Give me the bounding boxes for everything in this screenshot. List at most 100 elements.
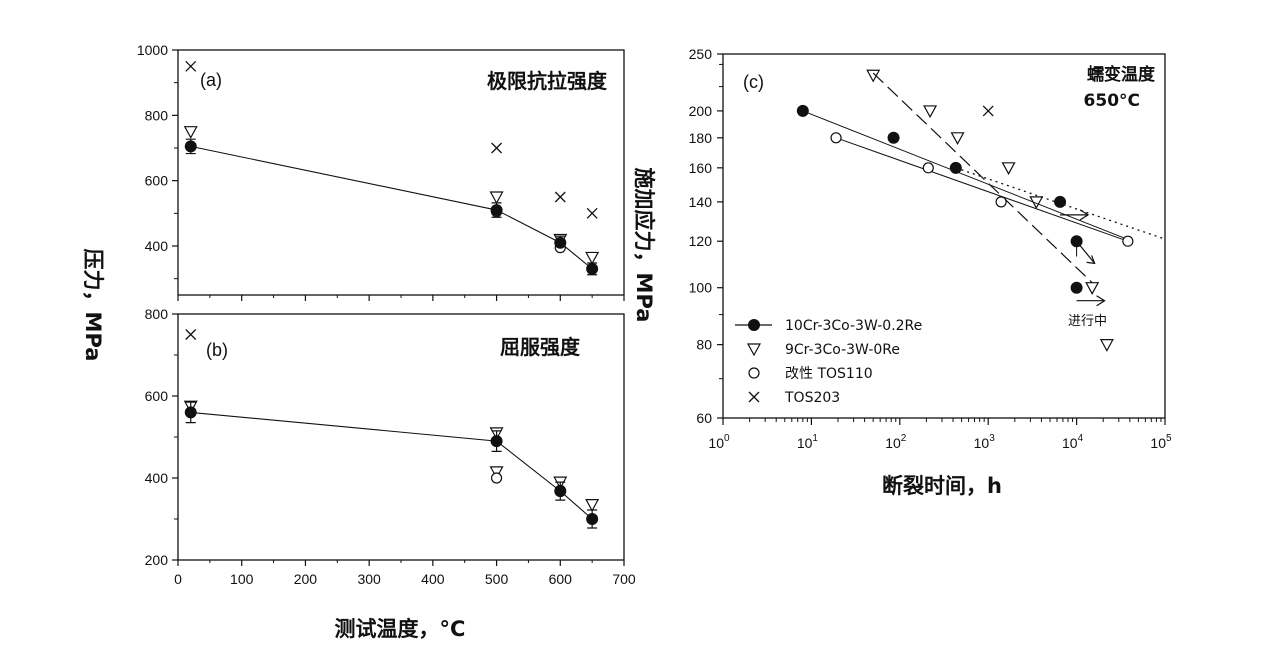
data-point-filled-circle xyxy=(184,406,197,419)
data-point-filled-circle xyxy=(796,104,809,117)
y-tick-label: 400 xyxy=(145,470,169,486)
x-tick-label: 102 xyxy=(885,433,907,451)
panel-b-title: 屈服强度 xyxy=(500,335,581,359)
in-progress-label: 进行中 xyxy=(1068,314,1107,329)
panel-b-label: (b) xyxy=(206,340,228,360)
y-tick-label: 400 xyxy=(145,238,169,254)
data-point-open-circle xyxy=(830,132,842,144)
data-point-down-triangle xyxy=(183,126,198,139)
data-point-cross xyxy=(185,60,197,72)
data-point-down-triangle xyxy=(183,400,198,414)
data-point-down-triangle xyxy=(923,105,938,119)
data-point-filled-circle xyxy=(1070,281,1083,294)
y-axis-title-c: 施加应力，MPa xyxy=(632,168,656,323)
data-point-filled-circle xyxy=(554,485,567,498)
legend-entry-label: 10Cr-3Co-3W-0.2Re xyxy=(785,318,922,334)
y-tick-label: 80 xyxy=(696,337,712,353)
in-progress-arrow xyxy=(1060,209,1090,221)
data-point-down-triangle xyxy=(866,69,881,83)
data-point-filled-circle xyxy=(586,262,599,275)
data-point-filled-circle xyxy=(1054,195,1067,208)
y-tick-label: 600 xyxy=(145,388,169,404)
data-point-open-circle xyxy=(1122,235,1134,247)
data-point-open-circle xyxy=(922,162,934,174)
y-tick-label: 250 xyxy=(689,46,713,62)
x-axis-title-c: 断裂时间，h xyxy=(882,474,1002,498)
data-point-cross xyxy=(586,207,598,219)
trend-line-10cr xyxy=(802,110,1128,240)
data-point-down-triangle xyxy=(489,191,504,205)
data-point-filled-circle xyxy=(586,513,599,525)
y-tick-label: 140 xyxy=(689,194,713,210)
y-tick-label: 120 xyxy=(689,233,713,249)
panel-a: 400 600 800 1000 (a) 极限抗拉强度 xyxy=(137,42,625,301)
y-tick-label: 200 xyxy=(689,103,713,119)
trend-line-tos110 xyxy=(835,137,1129,242)
data-point-open-circle xyxy=(490,472,503,484)
in-progress-arrow xyxy=(1076,295,1106,307)
x-tick-label: 400 xyxy=(421,571,445,587)
x-tick-label: 105 xyxy=(1150,433,1172,451)
legend-entry-label: 改性 TOS110 xyxy=(785,366,873,382)
legend-marker-cross xyxy=(748,391,760,403)
legend-entry-label: TOS203 xyxy=(784,390,840,406)
y-tick-label: 800 xyxy=(145,306,169,322)
legend-marker-down-triangle xyxy=(746,343,762,357)
series-line xyxy=(190,145,593,270)
x-tick-label: 101 xyxy=(797,433,819,451)
y-tick-label: 160 xyxy=(689,160,713,176)
creep-temp-value: 650°C xyxy=(1084,91,1140,111)
data-point-filled-circle xyxy=(887,131,900,144)
y-tick-label: 60 xyxy=(696,410,712,426)
data-point-filled-circle xyxy=(949,161,962,174)
extrapolation-dotted-line xyxy=(955,167,1166,240)
y-tick-label: 180 xyxy=(689,130,713,146)
data-point-filled-circle xyxy=(1070,235,1083,248)
trend-line-9cr-dashed xyxy=(872,72,1093,284)
x-tick-label: 104 xyxy=(1062,433,1084,451)
y-tick-label: 600 xyxy=(145,173,169,189)
data-point-down-triangle xyxy=(1085,282,1100,295)
data-point-filled-circle xyxy=(184,140,197,153)
panel-a-title: 极限抗拉强度 xyxy=(487,69,608,93)
x-tick-label: 103 xyxy=(974,433,996,451)
data-point-down-triangle xyxy=(553,476,568,490)
panel-a-label: (a) xyxy=(200,70,222,90)
series-line xyxy=(190,411,593,520)
x-tick-label: 700 xyxy=(612,571,636,587)
data-point-down-triangle xyxy=(585,499,600,512)
data-point-open-circle xyxy=(995,196,1007,208)
data-point-down-triangle xyxy=(489,466,504,480)
data-point-filled-circle xyxy=(490,204,503,217)
legend-marker-filled-circle xyxy=(748,319,760,331)
x-tick-label: 500 xyxy=(485,571,509,587)
y-tick-label: 800 xyxy=(145,107,169,123)
data-point-down-triangle xyxy=(1099,339,1114,352)
panel-c-label: (c) xyxy=(743,72,764,92)
data-point-down-triangle xyxy=(1001,162,1016,176)
data-point-down-triangle xyxy=(950,132,965,146)
data-point-down-triangle xyxy=(489,427,504,441)
data-point-cross xyxy=(185,329,197,340)
y-tick-label: 100 xyxy=(689,280,713,296)
panel-c-frame xyxy=(722,53,1166,419)
y-tick-label: 200 xyxy=(145,552,169,568)
x-tick-label: 300 xyxy=(357,571,381,587)
x-tick-label: 100 xyxy=(230,571,254,587)
data-point-down-triangle xyxy=(585,251,600,265)
x-tick-label: 0 xyxy=(174,571,182,587)
creep-temp-label: 蠕变温度 xyxy=(1087,64,1156,85)
data-point-filled-circle xyxy=(554,236,567,249)
legend-marker-open-circle xyxy=(748,367,760,379)
panel-c: 60 80 100 120 140 160 180 200 250 100 101 102 103 10… xyxy=(689,46,1172,498)
x-axis-title-ab: 测试温度，°C xyxy=(335,617,466,641)
data-point-cross xyxy=(554,191,566,203)
legend-entry-label: 9Cr-3Co-3W-0Re xyxy=(785,342,900,358)
legend: 10Cr-3Co-3W-0.2Re 9Cr-3Co-3W-0Re 改性 TOS110… xyxy=(735,318,922,406)
x-tick-label: 600 xyxy=(549,571,573,587)
y-axis-title-ab: 压力，MPa xyxy=(81,249,105,362)
data-point-cross xyxy=(982,105,994,117)
x-tick-label: 100 xyxy=(708,433,730,451)
